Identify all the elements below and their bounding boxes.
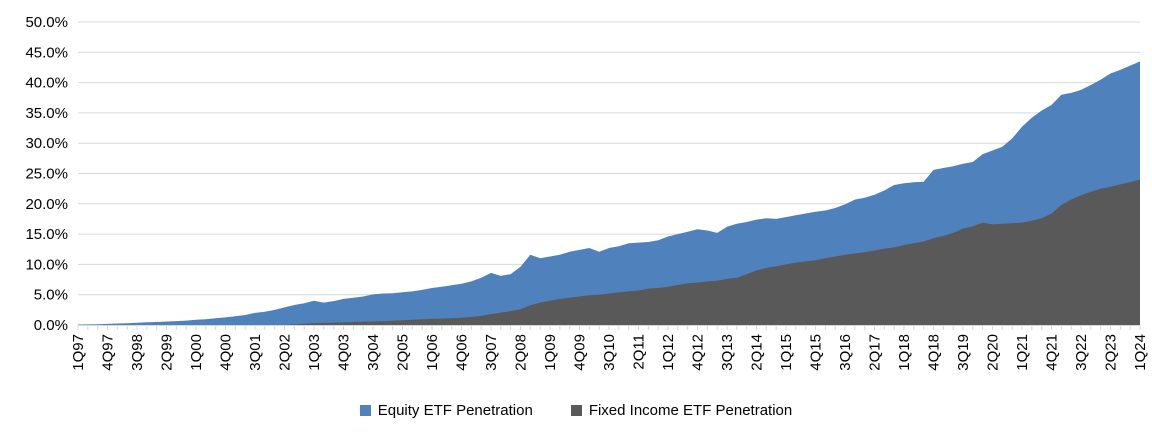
svg-text:3Q04: 3Q04 [365, 334, 382, 371]
svg-text:4Q06: 4Q06 [454, 334, 471, 371]
svg-text:3Q01: 3Q01 [247, 334, 264, 371]
svg-text:2Q20: 2Q20 [985, 334, 1002, 371]
svg-text:2Q05: 2Q05 [395, 334, 412, 371]
svg-text:3Q07: 3Q07 [483, 334, 500, 371]
svg-text:35.0%: 35.0% [25, 105, 68, 122]
svg-text:45.0%: 45.0% [25, 44, 68, 61]
x-axis-ticks [77, 325, 1141, 330]
svg-text:40.0%: 40.0% [25, 75, 68, 92]
chart-legend: Equity ETF Penetration Fixed Income ETF … [0, 399, 1152, 421]
svg-text:30.0%: 30.0% [25, 135, 68, 152]
svg-text:2Q17: 2Q17 [867, 334, 884, 371]
svg-text:4Q15: 4Q15 [808, 334, 825, 371]
svg-text:1Q24: 1Q24 [1132, 334, 1149, 371]
svg-text:1Q12: 1Q12 [660, 334, 677, 371]
svg-text:3Q10: 3Q10 [601, 334, 618, 371]
svg-text:2Q14: 2Q14 [749, 334, 766, 371]
svg-text:3Q98: 3Q98 [129, 334, 146, 371]
gridlines [78, 21, 1140, 326]
svg-text:15.0%: 15.0% [25, 226, 68, 243]
svg-text:0.0%: 0.0% [34, 317, 68, 334]
svg-text:1Q21: 1Q21 [1014, 334, 1031, 371]
svg-text:3Q13: 3Q13 [719, 334, 736, 371]
legend-label-equity: Equity ETF Penetration [377, 401, 533, 419]
svg-text:1Q00: 1Q00 [188, 334, 205, 371]
svg-text:50.0%: 50.0% [25, 14, 68, 31]
svg-text:5.0%: 5.0% [34, 287, 68, 304]
legend-swatch-equity-icon [359, 404, 371, 416]
svg-text:4Q21: 4Q21 [1044, 334, 1061, 371]
legend-label-fixed-income: Fixed Income ETF Penetration [588, 401, 793, 419]
svg-text:4Q00: 4Q00 [218, 334, 235, 371]
legend-item-fixed-income: Fixed Income ETF Penetration [570, 401, 793, 419]
svg-text:4Q12: 4Q12 [690, 334, 707, 371]
svg-text:1Q09: 1Q09 [542, 334, 559, 371]
svg-text:2Q08: 2Q08 [513, 334, 530, 371]
svg-text:1Q06: 1Q06 [424, 334, 441, 371]
svg-text:1Q97: 1Q97 [70, 334, 87, 371]
fixed-income-area [78, 179, 1140, 325]
svg-text:4Q09: 4Q09 [572, 334, 589, 371]
y-axis-labels: 0.0% 5.0% 10.0% 15.0% 20.0% 25.0% 30.0% 35.0% 40… [25, 14, 68, 334]
svg-text:10.0%: 10.0% [25, 256, 68, 273]
svg-text:4Q18: 4Q18 [926, 334, 943, 371]
svg-text:2Q11: 2Q11 [631, 334, 648, 370]
svg-text:2Q23: 2Q23 [1103, 334, 1120, 371]
svg-text:3Q16: 3Q16 [837, 334, 854, 371]
svg-text:2Q99: 2Q99 [159, 334, 176, 371]
svg-text:4Q97: 4Q97 [100, 334, 117, 371]
x-axis-labels: 1Q97 4Q97 3Q98 2Q99 1Q00 4Q00 3Q01 2Q02 1Q03 4Q03… [70, 334, 1149, 371]
svg-text:3Q19: 3Q19 [955, 334, 972, 371]
svg-text:20.0%: 20.0% [25, 196, 68, 213]
svg-text:1Q15: 1Q15 [778, 334, 795, 371]
svg-text:2Q02: 2Q02 [277, 334, 294, 371]
svg-text:4Q03: 4Q03 [336, 334, 353, 371]
legend-swatch-fixed-income-icon [570, 404, 582, 416]
svg-text:25.0%: 25.0% [25, 166, 68, 183]
svg-text:3Q22: 3Q22 [1073, 334, 1090, 371]
legend-item-equity: Equity ETF Penetration [359, 401, 533, 419]
svg-text:1Q03: 1Q03 [306, 334, 323, 371]
svg-text:1Q18: 1Q18 [896, 334, 913, 371]
